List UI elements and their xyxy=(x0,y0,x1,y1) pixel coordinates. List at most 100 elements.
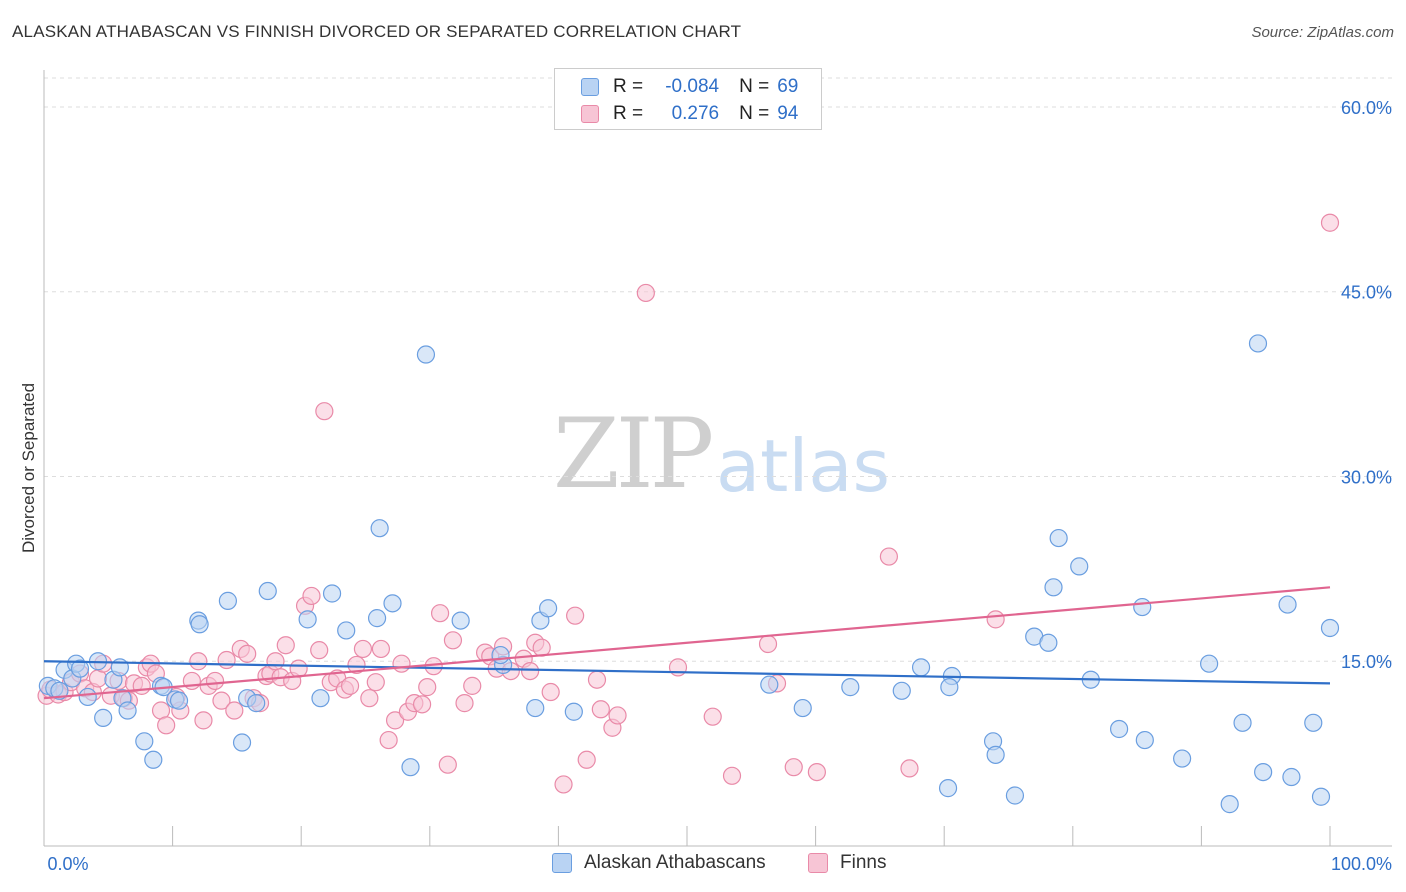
finns-point xyxy=(521,661,540,681)
athabascan-point xyxy=(1233,713,1252,732)
legend-swatch-pink xyxy=(581,105,599,123)
finns-point xyxy=(385,711,405,730)
athabascan-point xyxy=(1220,795,1239,814)
finns-point xyxy=(412,695,432,714)
finns-point xyxy=(302,586,321,606)
athabascan-point xyxy=(1070,557,1089,576)
finns-point xyxy=(541,682,560,702)
finns-point xyxy=(807,762,826,782)
finns-point xyxy=(366,673,385,692)
athabascan-point xyxy=(1200,654,1219,673)
athabascan-point xyxy=(1278,595,1297,614)
legend-row-athabascan: R = -0.084 N = 69 xyxy=(581,74,798,100)
athabascan-point xyxy=(1044,578,1063,597)
finns-point xyxy=(608,706,627,725)
finns-points xyxy=(37,213,1340,794)
athabascan-point xyxy=(367,609,387,628)
finns-point xyxy=(587,670,607,689)
athabascan-point xyxy=(70,659,90,678)
legend-row-finns: R = 0.276 N = 94 xyxy=(581,101,798,127)
bottom-legend-finns: Finns xyxy=(808,852,886,874)
finns-point xyxy=(463,676,482,695)
athabascan-point xyxy=(1304,713,1323,732)
athabascan-point xyxy=(118,701,137,720)
athabascan-point xyxy=(190,615,209,634)
axis-labels: 15.0% 30.0% 45.0% 60.0% 0.0% 100.0% Divorced o… xyxy=(19,98,1392,874)
y-tick-label: 60.0% xyxy=(1341,98,1392,118)
finns-point xyxy=(212,691,231,710)
finns-point xyxy=(784,758,803,777)
finns-trend-line xyxy=(43,586,1331,700)
finns-point xyxy=(418,678,437,697)
bottom-legend-athabascan: Alaskan Athabascans xyxy=(552,852,766,874)
athabascan-point xyxy=(311,689,330,708)
athabascan-point xyxy=(1135,730,1154,750)
legend-r-label: R = xyxy=(613,103,644,124)
finns-point xyxy=(225,701,244,720)
finns-point xyxy=(879,547,899,566)
athabascan-point xyxy=(401,758,420,777)
athabascan-point xyxy=(1311,787,1331,806)
source-label: Source: ZipAtlas.com xyxy=(1251,24,1394,41)
finns-point xyxy=(276,636,295,655)
axes xyxy=(43,70,1392,847)
finns-point xyxy=(986,610,1005,629)
athabascan-point xyxy=(938,779,958,798)
athabascan-point xyxy=(218,591,237,610)
athabascan-point xyxy=(793,698,812,718)
bottom-legend-swatch-blue xyxy=(552,853,572,873)
x-tick-label: 100.0% xyxy=(1331,854,1392,874)
finns-point xyxy=(289,659,308,678)
athabascan-point xyxy=(526,698,545,718)
athabascan-point xyxy=(50,681,69,700)
watermark-atlas: atlas xyxy=(716,424,890,508)
athabascan-point xyxy=(322,584,342,603)
finns-point xyxy=(443,631,463,650)
finns-point xyxy=(266,652,285,671)
chart-title: ALASKAN ATHABASCAN VS FINNISH DIVORCED O… xyxy=(12,22,742,41)
x-tick-label: 0.0% xyxy=(47,854,88,874)
trend-lines xyxy=(43,586,1331,700)
legend-r-value: 0.276 xyxy=(671,103,720,124)
finns-point xyxy=(360,689,379,708)
athabascan-point xyxy=(232,733,252,752)
athabascan-point xyxy=(1109,719,1129,739)
watermark-zip: ZIP xyxy=(553,398,714,510)
finns-point xyxy=(157,716,176,735)
athabascan-point xyxy=(169,691,189,710)
finns-point xyxy=(347,655,366,675)
bottom-legend-label: Alaskan Athabascans xyxy=(584,852,766,873)
finns-point xyxy=(194,711,213,730)
athabascan-point xyxy=(1282,767,1301,787)
athabascan-points xyxy=(38,334,1340,814)
finns-point xyxy=(636,283,655,303)
athabascan-point xyxy=(258,581,277,601)
finns-point xyxy=(371,639,391,659)
athabascan-point xyxy=(383,594,402,613)
athabascan-point xyxy=(298,610,317,629)
athabascan-point xyxy=(1320,618,1340,638)
finns-point xyxy=(310,641,329,660)
legend-swatch-blue xyxy=(581,78,599,96)
athabascan-point xyxy=(892,681,911,700)
athabascan-point xyxy=(370,519,389,538)
athabascan-point xyxy=(144,750,163,769)
correlation-legend: R = -0.084 N = 69 R = 0.276 N = 94 xyxy=(554,68,822,130)
finns-point xyxy=(430,604,450,623)
athabascan-point xyxy=(986,745,1005,764)
finns-point xyxy=(438,755,457,774)
legend-n-label: N = xyxy=(739,103,770,124)
finns-point xyxy=(554,775,573,794)
finns-point xyxy=(392,654,411,673)
finns-point xyxy=(455,694,474,713)
finns-point xyxy=(379,730,398,750)
grid-lines xyxy=(44,77,1392,662)
finns-point xyxy=(758,634,778,654)
legend-r-value: -0.084 xyxy=(665,76,720,97)
finns-point xyxy=(722,766,742,785)
y-tick-label: 45.0% xyxy=(1341,283,1392,303)
athabascan-point xyxy=(1254,762,1273,782)
finns-point xyxy=(900,759,919,778)
finns-point xyxy=(353,639,373,659)
